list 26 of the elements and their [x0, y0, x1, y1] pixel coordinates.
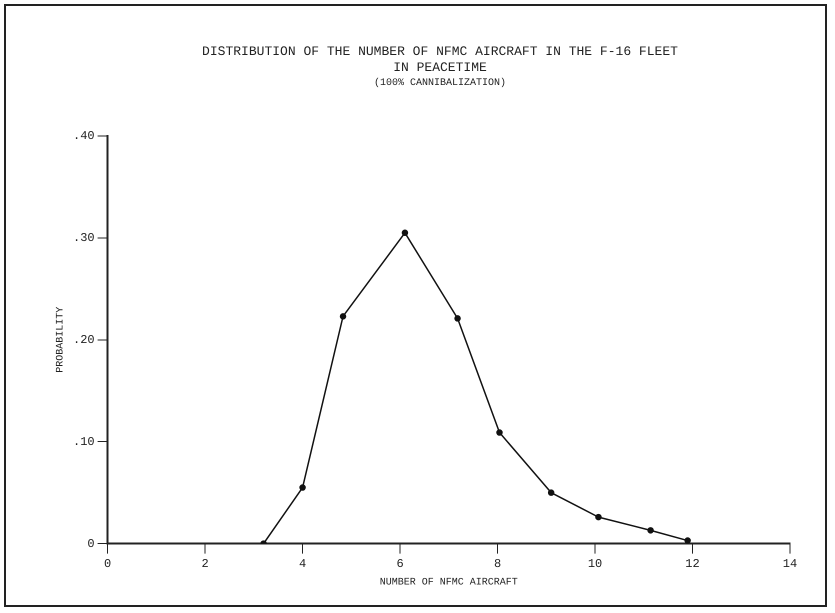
x-tick-label: 0 [104, 556, 112, 571]
point [647, 527, 654, 534]
point [454, 315, 461, 322]
x-tick-label: 8 [494, 556, 502, 571]
x-tick-label: 14 [782, 556, 798, 571]
chart-title: DISTRIBUTION OF THE NUMBER OF NFMC AIRCRAFT IN THE F-16 FLEET IN PEACETIME [201, 44, 679, 76]
point [340, 313, 346, 320]
y-tick-label: .30 [72, 231, 95, 246]
point [496, 429, 503, 436]
point [402, 230, 408, 236]
x-tick-label: 6 [396, 556, 404, 571]
x-tick-label: 2 [201, 556, 209, 571]
chart-subtitle: (100% CANNIBALIZATION) [372, 78, 508, 89]
point [595, 514, 602, 520]
x-tick-label: 4 [298, 556, 306, 571]
y-tick-label: 0 [87, 536, 95, 551]
point [548, 489, 554, 496]
x-tick-label: 12 [685, 556, 700, 571]
x-axis-title: NUMBER OF NFMC AIRCRAFT [380, 578, 518, 589]
y-tick-label: .40 [72, 129, 95, 144]
point [684, 537, 691, 544]
y-tick-label: .20 [72, 332, 95, 347]
point [299, 484, 306, 491]
y-tick-label: .10 [72, 434, 95, 449]
x-tick-label: 10 [588, 556, 602, 571]
y-axis-title: PROBABILITY [56, 306, 67, 373]
